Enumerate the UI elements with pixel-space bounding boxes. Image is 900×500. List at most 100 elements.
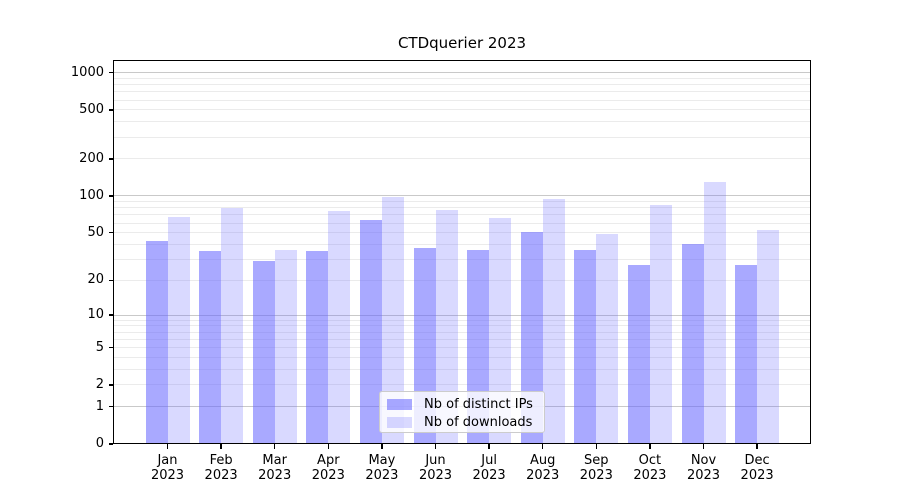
y-tick-label: 1 [95,398,104,414]
bar-downloads-feb [221,207,244,444]
x-tick-label-nov: Nov 2023 [686,453,721,483]
y-gridline-major [113,314,811,316]
y-gridline-minor [113,356,811,358]
y-gridline-minor [113,136,811,138]
y-tick-label: 5 [95,339,104,355]
x-tick-label-apr: Apr 2023 [311,453,345,483]
y-gridline-minor [113,77,811,79]
bar-distinct-ips-may [359,219,382,444]
x-tick-label-dec: Dec 2023 [740,453,774,483]
x-tick-label-jan: Jan 2023 [150,453,185,483]
legend-label-downloads: Nb of downloads [424,414,533,430]
y-gridline-minor [113,331,811,333]
y-tick-label: 50 [87,224,104,240]
bar-downloads-oct [649,205,672,444]
y-tick-label: 500 [79,101,104,117]
bar-downloads-jul [489,217,512,444]
y-gridline-minor [113,347,811,349]
y-tick-label: 20 [87,272,104,288]
y-tick-label: 1000 [70,64,104,80]
x-tick-label-oct: Oct 2023 [633,453,667,483]
bar-distinct-ips-sep [574,249,597,444]
y-tick-mark [109,195,113,197]
x-tick-mark [649,444,651,449]
y-gridline-minor [113,325,811,327]
y-tick-mark [109,443,113,445]
x-tick-mark [595,444,598,449]
y-gridline-minor [113,232,811,234]
x-tick-label-jul: Jul 2023 [472,453,506,483]
y-tick-label: 2 [95,376,104,392]
plot-area [113,60,811,444]
y-gridline-minor [113,109,811,111]
y-tick-mark [109,279,113,282]
y-gridline-minor [113,338,811,340]
x-tick-mark [327,444,330,449]
legend-label-distinct-ips: Nb of distinct IPs [424,396,533,412]
y-gridline-minor [113,91,811,93]
y-tick-mark [109,314,113,316]
y-tick-mark [109,384,113,386]
bar-distinct-ips-oct [627,264,650,444]
y-tick-label: 10 [87,307,104,323]
bar-downloads-mar [274,249,297,444]
y-gridline-minor [113,214,811,216]
bar-downloads-apr [328,211,351,444]
y-tick-mark [109,346,113,349]
legend: Nb of distinct IPs Nb of downloads [379,391,545,433]
legend-item-downloads: Nb of downloads [380,413,544,431]
legend-swatch-downloads [387,416,412,428]
bar-distinct-ips-aug [520,231,543,444]
y-gridline-minor [113,243,811,245]
bar-downloads-sep [596,233,619,444]
x-tick-label-feb: Feb 2023 [204,453,238,483]
x-tick-label-mar: Mar 2023 [258,453,292,483]
bar-downloads-jan [167,217,190,444]
bar-distinct-ips-jan [145,240,168,444]
bar-distinct-ips-mar [252,261,275,444]
y-tick-mark [109,231,113,234]
y-gridline-minor [113,207,811,209]
y-gridline-minor [113,258,811,260]
x-tick-label-may: May 2023 [365,453,399,483]
bar-distinct-ips-dec [735,264,758,444]
y-gridline-minor [113,121,811,123]
bar-distinct-ips-apr [306,251,329,444]
y-gridline-minor [113,158,811,160]
bar-distinct-ips-nov [681,244,704,444]
y-gridline-minor [113,319,811,321]
x-tick-mark [702,444,705,449]
x-tick-label-sep: Sep 2023 [579,453,613,483]
y-tick-label: 100 [79,187,104,203]
y-tick-mark [109,109,113,111]
legend-item-distinct-ips: Nb of distinct IPs [380,395,544,413]
y-gridline-major [113,72,811,74]
bar-downloads-aug [542,198,565,444]
bar-downloads-may [381,196,404,444]
y-tick-mark [109,405,113,408]
y-gridline-major [113,195,811,197]
x-tick-mark [488,444,490,449]
y-tick-mark [109,158,113,160]
bar-downloads-dec [757,229,780,444]
bar-downloads-jun [435,209,458,444]
y-gridline-minor [113,279,811,281]
legend-swatch-distinct-ips [387,398,412,410]
bar-downloads-nov [703,181,726,444]
x-tick-mark [220,444,222,449]
x-tick-mark [434,444,437,449]
x-tick-label-jun: Jun 2023 [418,453,453,483]
x-tick-label-aug: Aug 2023 [526,453,560,483]
x-tick-mark [541,444,544,449]
y-tick-label: 0 [95,436,104,451]
y-gridline-minor [113,384,811,386]
y-gridline-minor [113,222,811,224]
y-tick-mark [109,71,113,74]
y-gridline-minor [113,368,811,370]
y-gridline-minor [113,201,811,203]
y-gridline-minor [113,84,811,86]
x-tick-mark [273,444,276,449]
chart-title: CTDquerier 2023 [397,34,527,52]
x-tick-mark [756,444,758,449]
